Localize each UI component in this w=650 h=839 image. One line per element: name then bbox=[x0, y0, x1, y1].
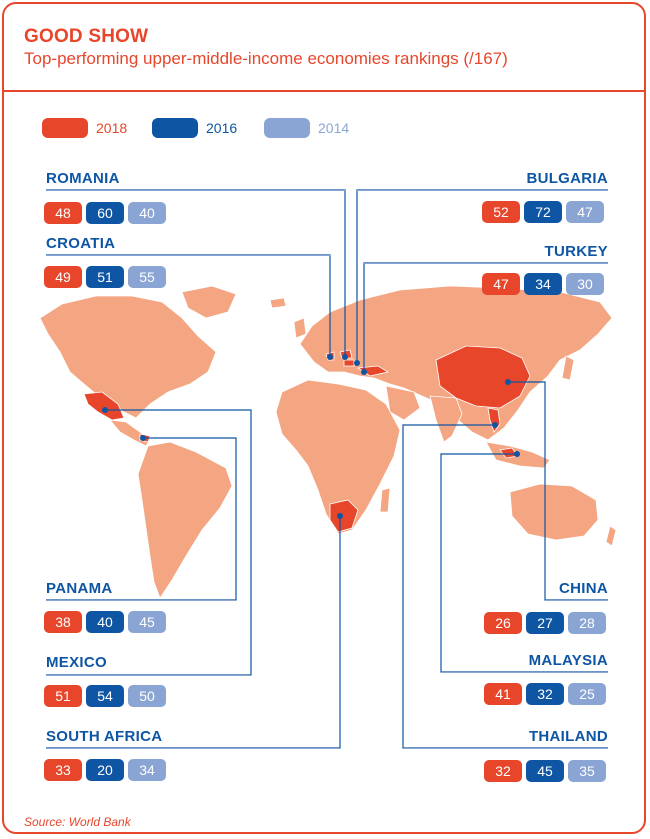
panama-rank-2014: 45 bbox=[128, 611, 166, 633]
panama-ranks: 38 40 45 bbox=[44, 611, 166, 633]
mexico-rank-2014: 50 bbox=[128, 685, 166, 707]
turkey-rank-2018: 47 bbox=[482, 273, 520, 295]
china-rank-2018: 26 bbox=[484, 612, 522, 634]
south-africa-rule bbox=[46, 748, 340, 749]
country-label-malaysia: MALAYSIA bbox=[528, 652, 608, 669]
turkey-rank-2016: 34 bbox=[524, 273, 562, 295]
thailand-rank-2014: 35 bbox=[568, 760, 606, 782]
country-label-turkey: TURKEY bbox=[544, 243, 608, 260]
header-divider bbox=[2, 90, 646, 92]
croatia-rank-2014: 55 bbox=[128, 266, 166, 288]
panama-rank-2018: 38 bbox=[44, 611, 82, 633]
croatia-ranks: 49 51 55 bbox=[44, 266, 166, 288]
map-land bbox=[39, 285, 617, 599]
country-label-croatia: CROATIA bbox=[46, 235, 116, 252]
country-label-mexico: MEXICO bbox=[46, 654, 107, 671]
legend-swatch-2014 bbox=[264, 118, 310, 138]
turkey-rule bbox=[364, 263, 608, 264]
page-subtitle: Top-performing upper-middle-income econo… bbox=[24, 49, 508, 68]
panama-rule bbox=[46, 600, 236, 601]
malaysia-rank-2014: 25 bbox=[568, 683, 606, 705]
page-title: GOOD SHOW bbox=[24, 26, 149, 47]
china-ranks: 26 27 28 bbox=[484, 612, 606, 634]
malaysia-rule bbox=[441, 672, 608, 673]
south-africa-shape bbox=[329, 499, 359, 533]
bulgaria-shape bbox=[343, 359, 355, 367]
south-africa-rank-2014: 34 bbox=[128, 759, 166, 781]
thailand-rule bbox=[403, 748, 608, 749]
malaysia-ranks: 41 32 25 bbox=[484, 683, 606, 705]
romania-rank-2014: 40 bbox=[128, 202, 166, 224]
legend-label-2014: 2014 bbox=[318, 120, 350, 136]
croatia-rank-2016: 51 bbox=[86, 266, 124, 288]
malaysia-rank-2018: 41 bbox=[484, 683, 522, 705]
south-africa-rank-2018: 33 bbox=[44, 759, 82, 781]
country-label-south-africa: SOUTH AFRICA bbox=[46, 728, 163, 745]
romania-ranks: 48 60 40 bbox=[44, 202, 166, 224]
mexico-rule bbox=[46, 675, 251, 676]
croatia-rank-2018: 49 bbox=[44, 266, 82, 288]
south-africa-ranks: 33 20 34 bbox=[44, 759, 166, 781]
country-label-romania: ROMANIA bbox=[46, 170, 120, 187]
china-rank-2016: 27 bbox=[526, 612, 564, 634]
country-label-panama: PANAMA bbox=[46, 580, 113, 597]
romania-rank-2018: 48 bbox=[44, 202, 82, 224]
bulgaria-rank-2018: 52 bbox=[482, 201, 520, 223]
country-label-bulgaria: BULGARIA bbox=[526, 170, 608, 187]
source-note: Source: World Bank bbox=[24, 815, 131, 829]
legend-swatch-2018 bbox=[42, 118, 88, 138]
connector-dots bbox=[102, 354, 520, 519]
bulgaria-rule bbox=[357, 190, 608, 191]
mexico-shape bbox=[83, 391, 125, 421]
china-rule bbox=[545, 600, 608, 601]
turkey-ranks: 47 34 30 bbox=[482, 273, 604, 295]
mexico-rank-2016: 54 bbox=[86, 685, 124, 707]
country-label-china: CHINA bbox=[559, 580, 608, 597]
malaysia-rank-2016: 32 bbox=[526, 683, 564, 705]
south-africa-rank-2016: 20 bbox=[86, 759, 124, 781]
romania-rule bbox=[46, 190, 346, 191]
legend-item-2016: 2016 bbox=[152, 117, 237, 139]
china-shape bbox=[435, 345, 531, 409]
romania-rank-2016: 60 bbox=[86, 202, 124, 224]
turkey-rank-2014: 30 bbox=[566, 273, 604, 295]
malaysia-connector bbox=[440, 453, 608, 673]
legend-item-2018: 2018 bbox=[42, 117, 127, 139]
mexico-ranks: 51 54 50 bbox=[44, 685, 166, 707]
bulgaria-rank-2014: 47 bbox=[566, 201, 604, 223]
thailand-ranks: 32 45 35 bbox=[484, 760, 606, 782]
legend-swatch-2016 bbox=[152, 118, 198, 138]
legend-label-2016: 2016 bbox=[206, 120, 238, 136]
thailand-rank-2016: 45 bbox=[526, 760, 564, 782]
croatia-rule bbox=[46, 255, 331, 256]
thailand-rank-2018: 32 bbox=[484, 760, 522, 782]
bulgaria-rank-2016: 72 bbox=[524, 201, 562, 223]
country-label-thailand: THAILAND bbox=[528, 728, 608, 745]
legend-label-2018: 2018 bbox=[96, 120, 128, 136]
panama-rank-2016: 40 bbox=[86, 611, 124, 633]
bulgaria-ranks: 52 72 47 bbox=[482, 201, 604, 223]
china-rank-2014: 28 bbox=[568, 612, 606, 634]
legend-item-2014: 2014 bbox=[264, 117, 349, 139]
mexico-rank-2018: 51 bbox=[44, 685, 82, 707]
